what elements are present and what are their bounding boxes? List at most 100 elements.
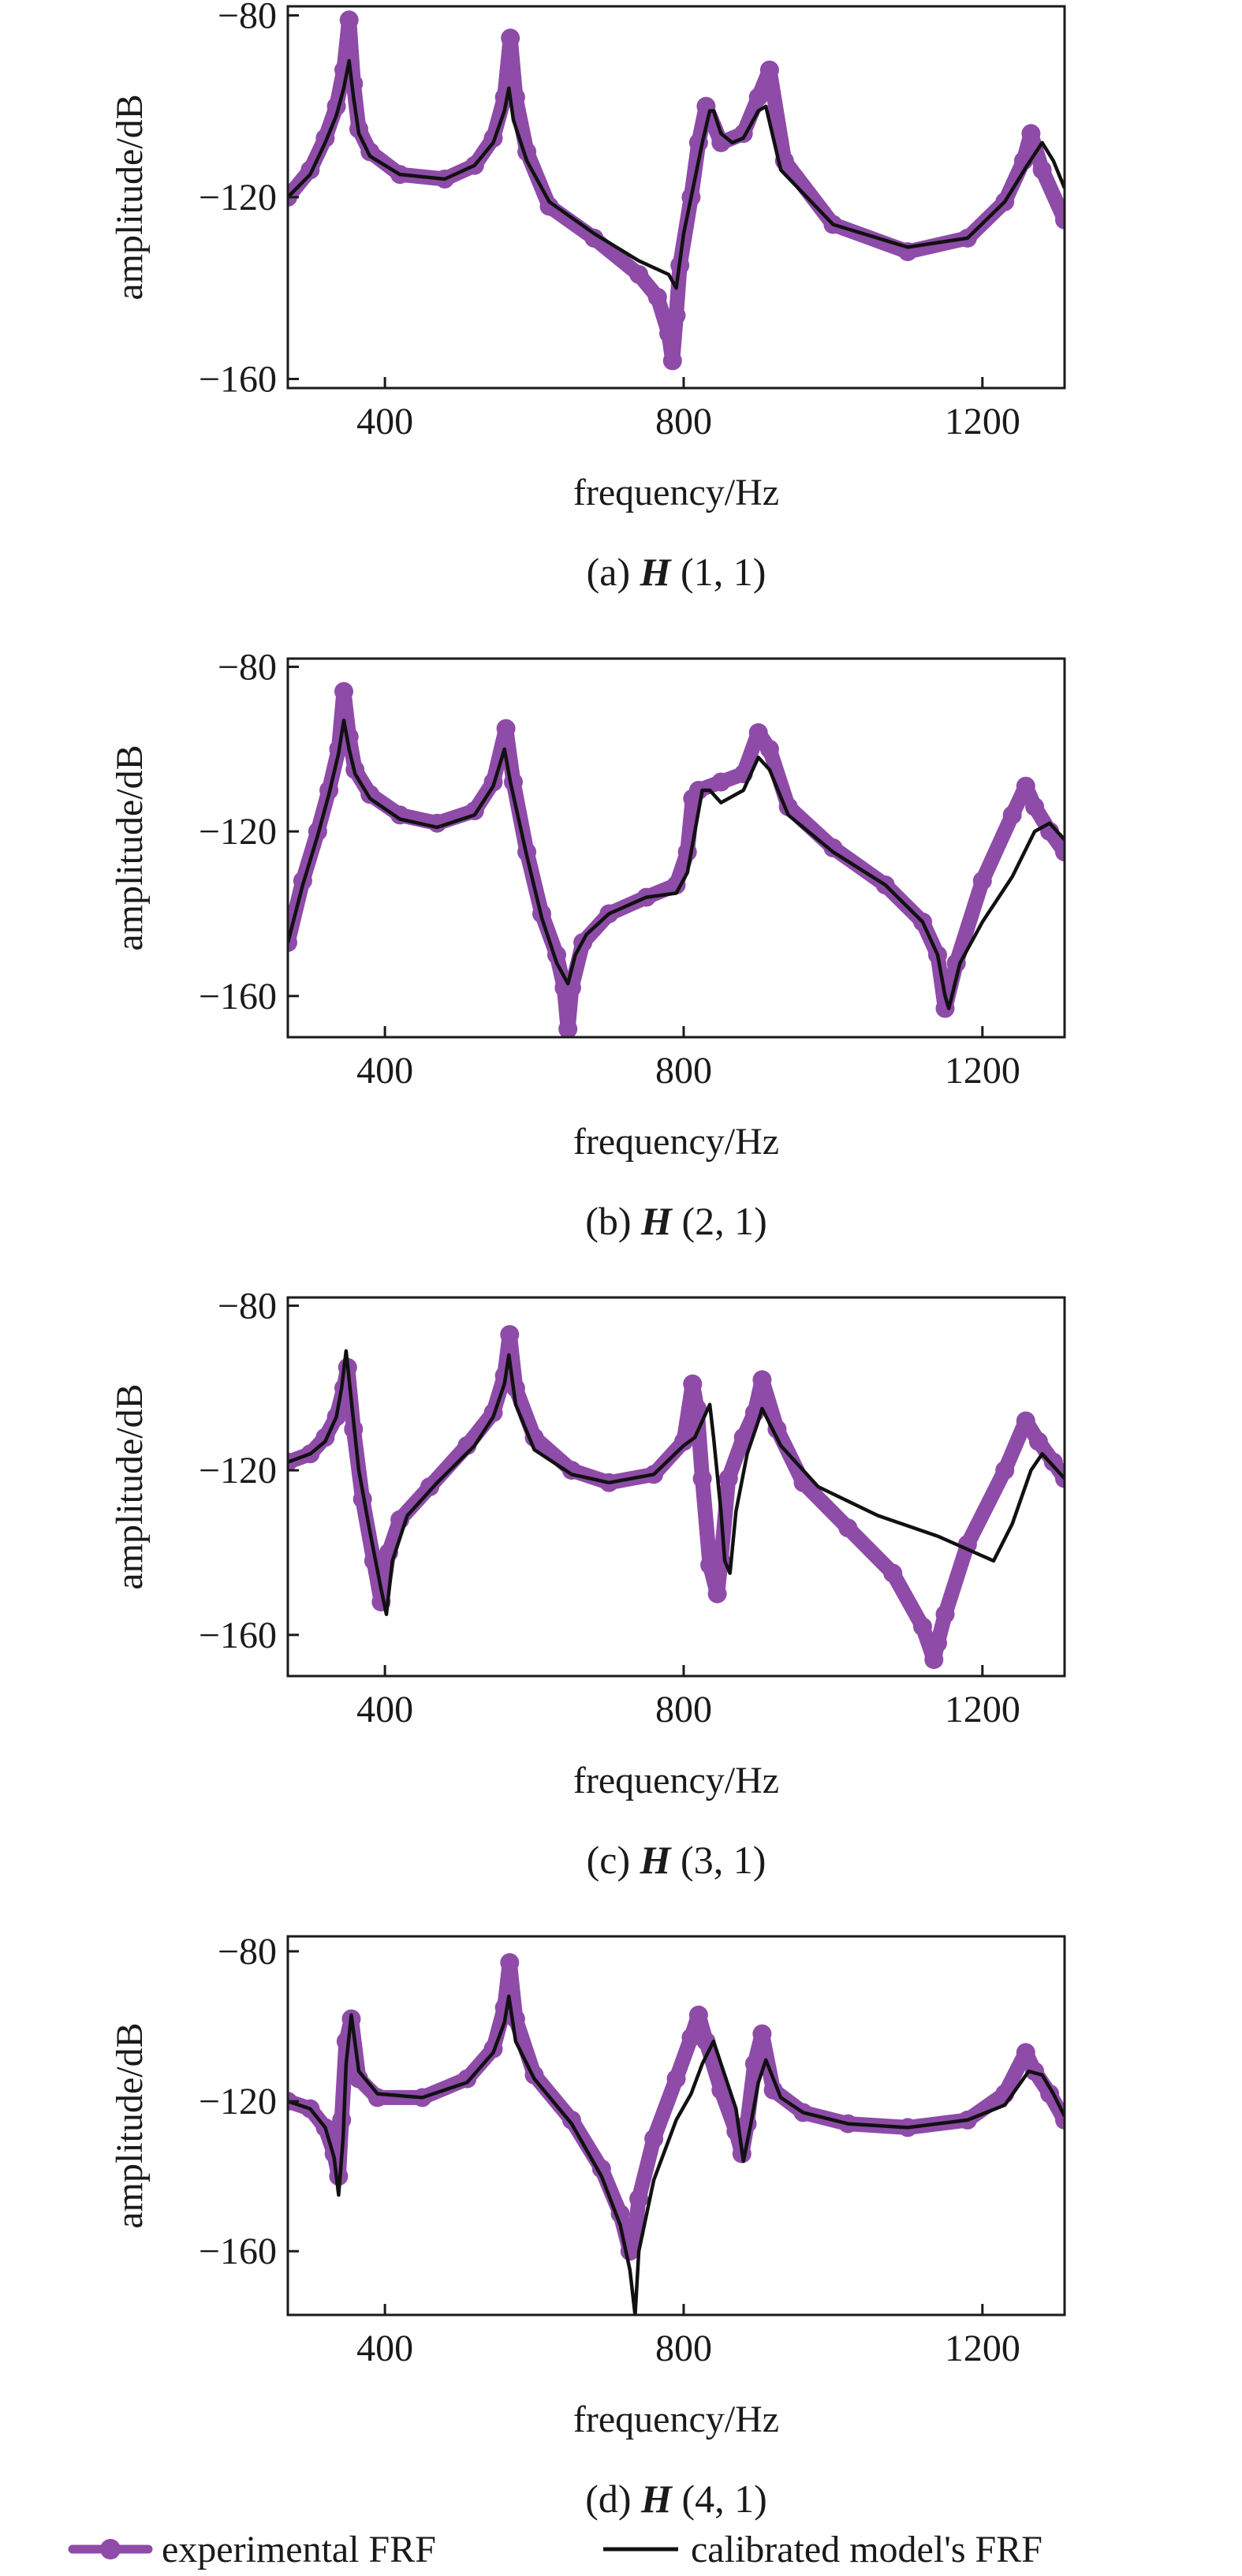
experimental-frf-line: [288, 1954, 1065, 2259]
caption-suffix: (4, 1): [672, 2477, 767, 2521]
chart-panel-c: 400 800 1200 −80 −120 −160 frequency/Hz amplitu…: [109, 1285, 1066, 1882]
x-tick-label: 800: [655, 1050, 712, 1092]
experimental-frf-point: [666, 305, 686, 325]
experimental-frf-point: [500, 1325, 520, 1344]
series-calibrated: [288, 719, 1065, 1010]
y-tick-label: −120: [199, 811, 277, 853]
y-tick-label: −120: [199, 2081, 277, 2122]
x-axis-label: frequency/Hz: [573, 2399, 779, 2440]
experimental-frf-point: [707, 1584, 727, 1603]
series-experimental: [288, 1953, 1065, 2261]
experimental-frf-point: [935, 1604, 955, 1624]
y-tick-label: −120: [199, 1450, 277, 1491]
y-axis-label: amplitude/dB: [109, 1383, 151, 1589]
experimental-frf-point: [688, 781, 708, 800]
experimental-frf-point: [733, 1428, 753, 1447]
experimental-frf-point: [688, 2005, 708, 2025]
experimental-frf-point: [674, 1432, 693, 1451]
experimental-frf-point: [558, 1019, 578, 1037]
experimental-frf-point: [1055, 842, 1065, 862]
chart-panels: 400 800 1200 −80 −120 −160 frequency/Hz amplitu…: [109, 0, 1066, 2521]
x-tick-label: 800: [655, 1689, 712, 1730]
calibrated-frf-line: [288, 719, 1065, 1010]
panel-caption: (a) H (1, 1): [587, 550, 766, 594]
x-tick-label: 400: [356, 1689, 413, 1730]
experimental-frf-point: [711, 133, 731, 152]
experimental-frf-point: [659, 323, 678, 343]
experimental-frf-point: [336, 2032, 356, 2051]
y-tick-label: −80: [218, 0, 277, 37]
experimental-frf-point: [823, 838, 843, 857]
experimental-frf-point: [647, 287, 667, 307]
experimental-frf-point: [334, 681, 353, 701]
experimental-frf-point: [767, 1420, 787, 1439]
experimental-frf-point: [752, 2024, 772, 2044]
experimental-frf-point: [924, 1650, 944, 1670]
y-axis-label: amplitude/dB: [109, 745, 151, 950]
caption-symbol: H: [640, 1838, 673, 1882]
experimental-frf-point: [1032, 160, 1052, 180]
x-axis-label: frequency/Hz: [573, 1121, 779, 1163]
experimental-frf-point: [496, 719, 516, 738]
plot-frame: [286, 1296, 1066, 1678]
x-tick-label: 400: [356, 401, 413, 442]
experimental-frf-point: [711, 772, 731, 792]
series-experimental: [288, 1325, 1065, 1670]
panel-caption: (c) H (3, 1): [587, 1838, 766, 1882]
caption-prefix: (d): [585, 2477, 641, 2521]
experimental-frf-point: [367, 2088, 387, 2107]
experimental-frf-point: [752, 1370, 772, 1390]
caption-prefix: (a): [587, 550, 640, 594]
experimental-frf-point: [666, 875, 686, 894]
series-calibrated: [288, 1994, 1065, 2315]
y-tick-label: −160: [199, 976, 277, 1017]
experimental-frf-point: [913, 1617, 932, 1637]
experimental-frf-point: [505, 1378, 525, 1398]
legend-item-experimental: experimental FRF: [68, 2529, 436, 2570]
x-axis-label: frequency/Hz: [573, 1760, 779, 1801]
x-axis-label: frequency/Hz: [573, 472, 779, 513]
experimental-frf-line: [288, 684, 1065, 1037]
x-tick-label: 1200: [945, 401, 1020, 442]
series-calibrated: [288, 58, 1065, 290]
experimental-frf-point: [838, 1518, 858, 1538]
chart-panel-d: 400 800 1200 −80 −120 −160 frequency/Hz amplitu…: [109, 1931, 1066, 2521]
caption-symbol: H: [640, 2477, 673, 2521]
experimental-frf-point: [666, 2069, 686, 2089]
experimental-frf-point: [629, 265, 649, 284]
plot-frame: [286, 1935, 1066, 2317]
experimental-frf-point: [748, 722, 768, 742]
calibrated-frf-line: [288, 1349, 1065, 1616]
experimental-frf-point: [584, 228, 604, 248]
experimental-frf-point: [1021, 124, 1041, 144]
experimental-frf-point: [995, 1461, 1015, 1480]
x-tick-label: 400: [356, 1050, 413, 1092]
series-experimental: [288, 10, 1065, 371]
panel-caption: (d) H (4, 1): [585, 2477, 767, 2521]
experimental-frf-point: [1025, 797, 1045, 816]
experimental-frf-point: [759, 739, 779, 759]
experimental-frf-point: [692, 1469, 712, 1488]
legend-swatch-experimental-dot: [100, 2539, 121, 2559]
experimental-frf-point: [1028, 1432, 1048, 1451]
experimental-frf-point: [629, 2189, 649, 2208]
experimental-frf-point: [505, 2009, 525, 2029]
legend-label-calibrated: calibrated model's FRF: [691, 2529, 1042, 2570]
x-tick-label: 1200: [945, 2328, 1020, 2369]
caption-symbol: H: [640, 1199, 673, 1243]
x-tick-label: 800: [655, 2328, 712, 2369]
experimental-frf-point: [748, 88, 768, 107]
y-axis-label: amplitude/dB: [109, 94, 151, 300]
experimental-frf-point: [501, 28, 520, 48]
caption-prefix: (b): [585, 1199, 641, 1243]
caption-suffix: (1, 1): [671, 550, 766, 594]
y-tick-label: −160: [199, 358, 277, 400]
calibrated-frf-line: [288, 58, 1065, 290]
series-calibrated: [288, 1349, 1065, 1616]
caption-suffix: (2, 1): [672, 1199, 767, 1243]
experimental-frf-point: [339, 10, 359, 30]
experimental-frf-point: [500, 1953, 520, 1973]
panel-caption: (b) H (2, 1): [585, 1199, 767, 1243]
x-tick-label: 1200: [945, 1689, 1020, 1730]
